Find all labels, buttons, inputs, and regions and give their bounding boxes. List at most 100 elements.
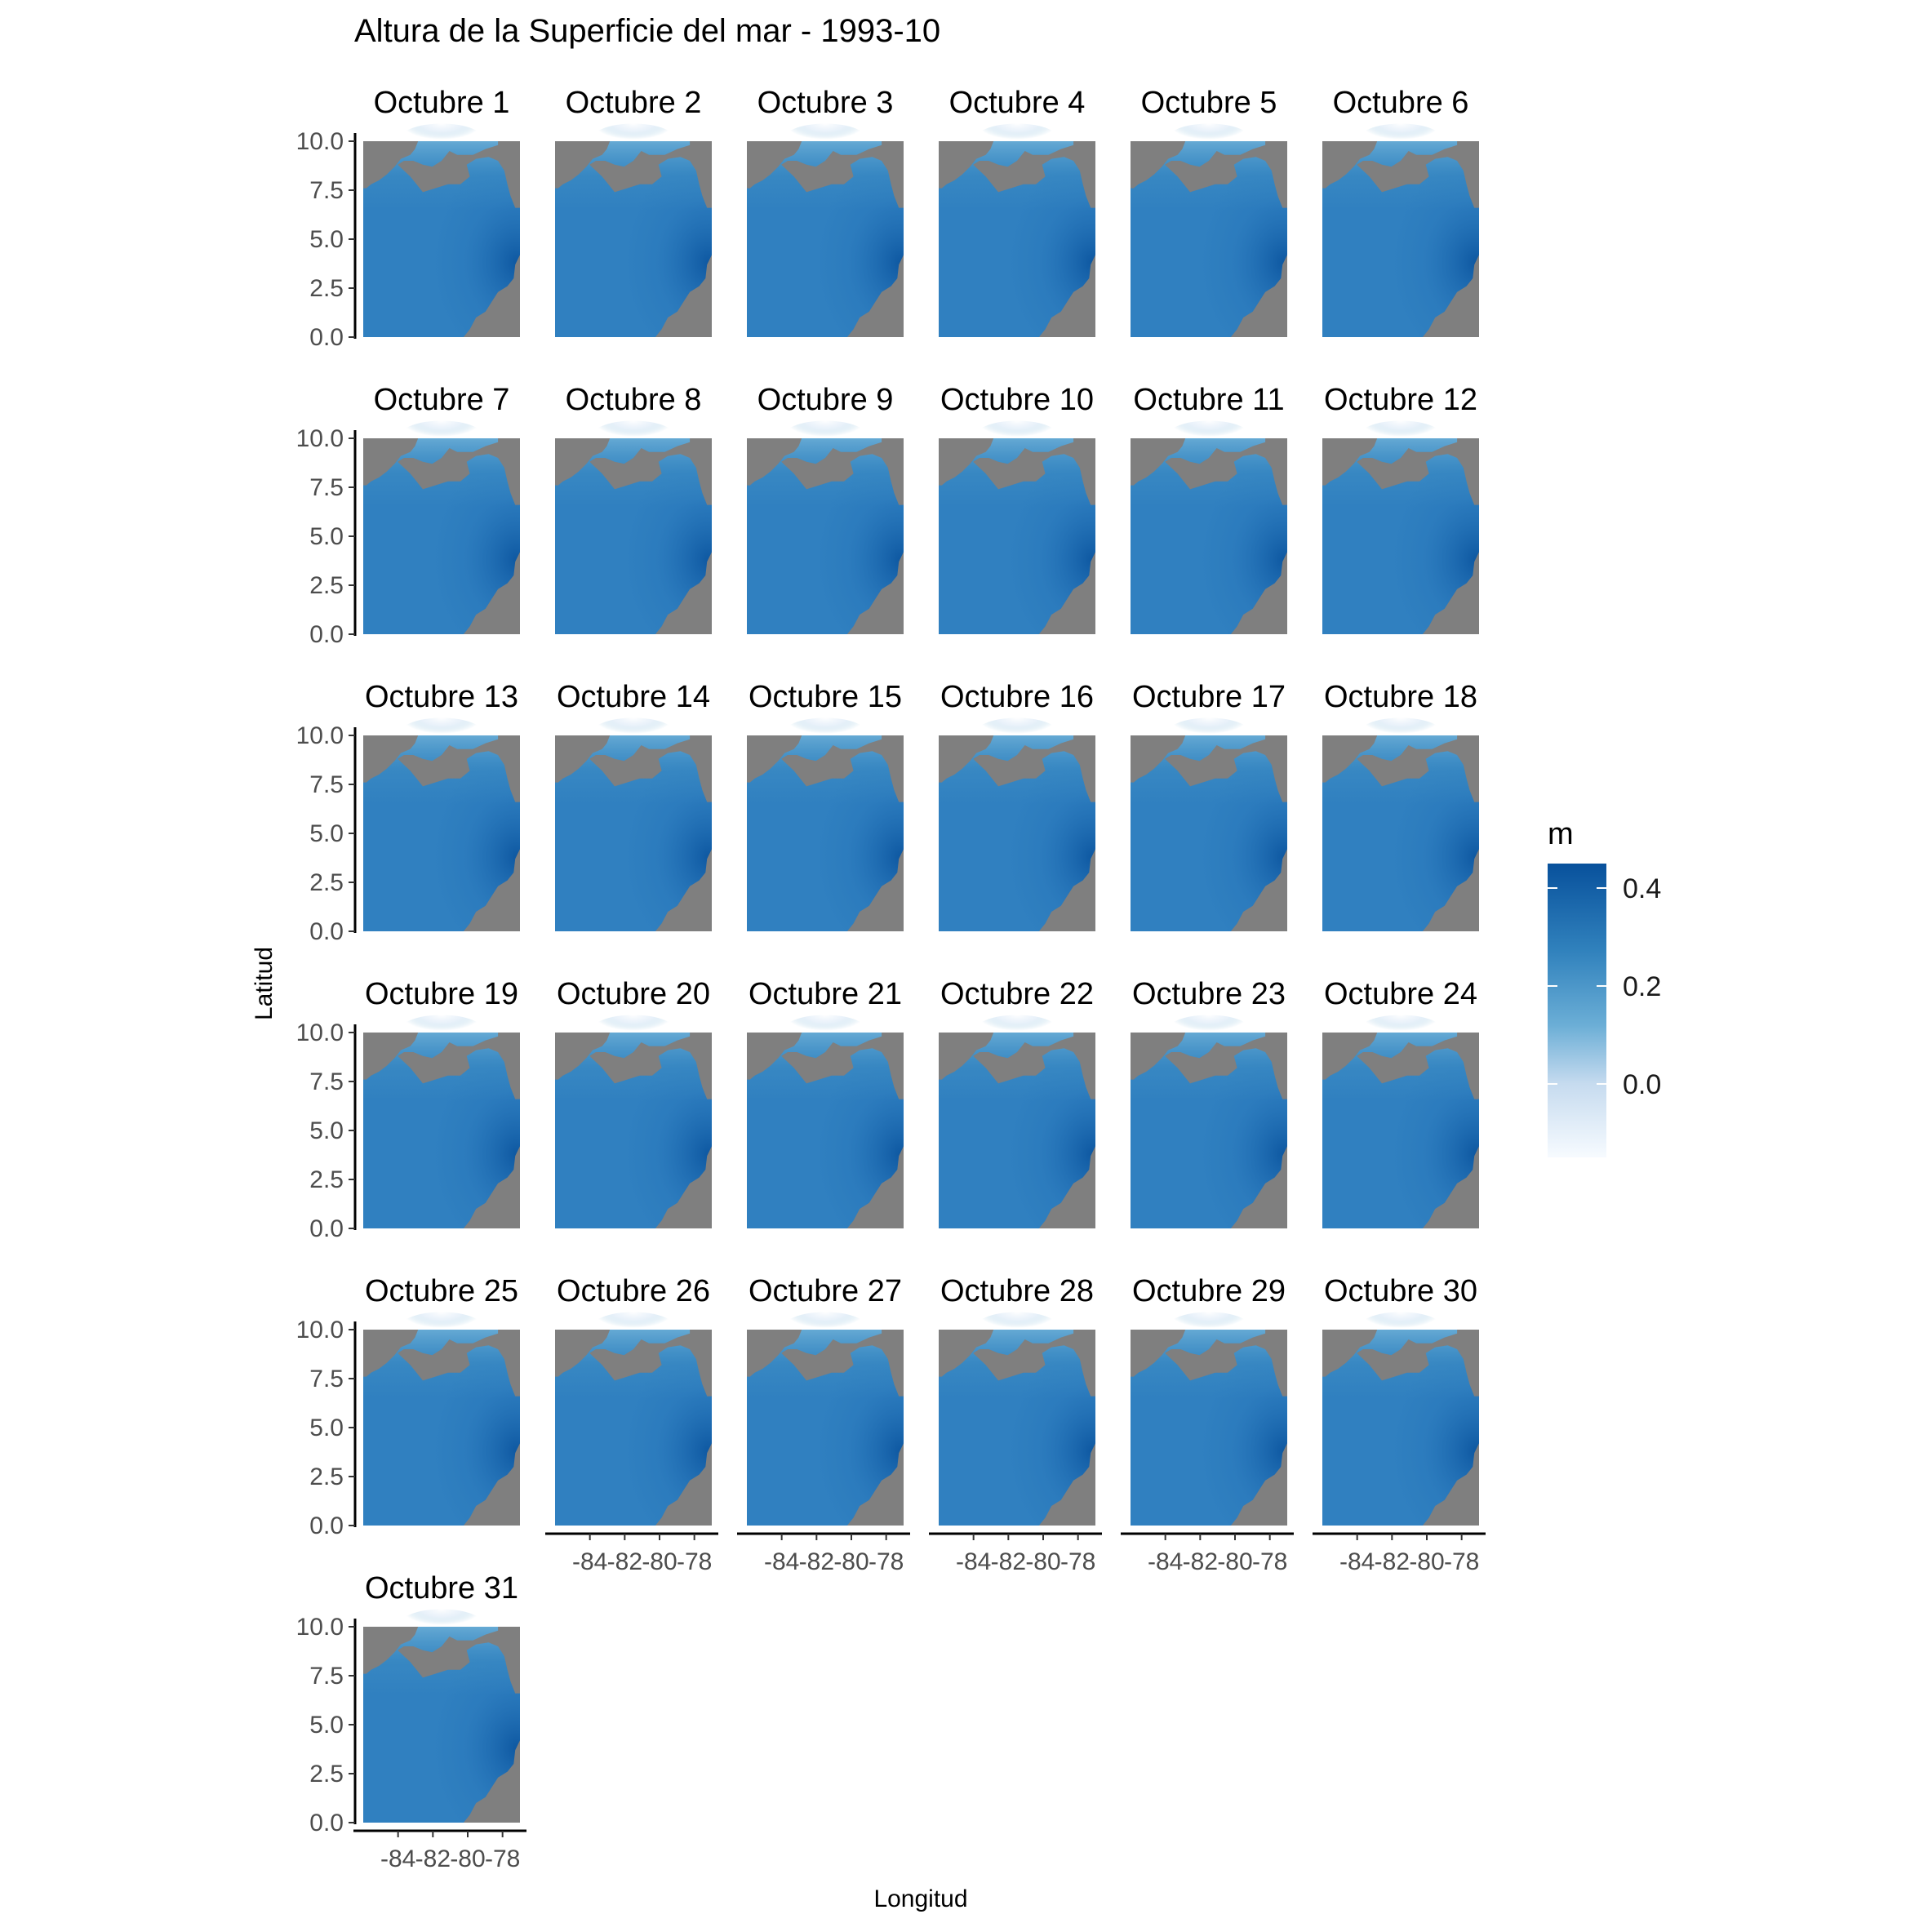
x-tick-label: -78 xyxy=(485,1845,520,1872)
land-ecuador-colombia xyxy=(1038,849,1095,931)
facet-strip-label: Octubre 18 xyxy=(1324,680,1477,714)
y-tick-label: 0.0 xyxy=(309,1512,344,1539)
land-ecuador-colombia xyxy=(1038,1146,1095,1228)
land-panama xyxy=(1165,1033,1287,1099)
land-panama xyxy=(398,735,520,802)
land-ecuador-colombia xyxy=(655,849,712,931)
land-central-america xyxy=(747,1330,802,1377)
land-central-america xyxy=(1322,1033,1378,1080)
land-panama xyxy=(398,1033,520,1099)
facet-strip-label: Octubre 22 xyxy=(940,977,1094,1011)
x-tick-label: -78 xyxy=(677,1548,712,1575)
land-central-america xyxy=(1131,141,1186,189)
facet-panel: Octubre 1 xyxy=(363,86,520,337)
sea-low-anomaly xyxy=(1165,717,1253,753)
land-panama xyxy=(973,1033,1095,1099)
x-tick-label: -84 xyxy=(1148,1548,1183,1575)
facet-strip-label: Octubre 21 xyxy=(749,977,902,1011)
land-panama xyxy=(1357,735,1479,802)
land-central-america xyxy=(1322,735,1378,783)
y-tick-label: 2.5 xyxy=(309,275,344,302)
facet-panel: Octubre 24 xyxy=(1322,977,1479,1228)
colorbar-tick-label: 0.2 xyxy=(1623,971,1661,1002)
sea-low-anomaly xyxy=(398,1312,486,1348)
x-axis: -84 -82 -80 -78 xyxy=(1313,1532,1486,1575)
sea-low-anomaly xyxy=(1165,1015,1253,1050)
facet-strip-label: Octubre 10 xyxy=(940,383,1094,417)
land-panama xyxy=(1357,141,1479,208)
y-axis: 0.0 2.5 5.0 7.5 10.0 xyxy=(296,1019,357,1242)
y-tick-label: 10.0 xyxy=(296,128,344,155)
facet-panel: Octubre 22 xyxy=(939,977,1095,1228)
facet-panel: Octubre 7 xyxy=(363,383,520,634)
land-ecuador-colombia xyxy=(846,1443,904,1526)
land-panama xyxy=(589,735,712,802)
x-tick-label: -84 xyxy=(1339,1548,1375,1575)
facet-panel: Octubre 6 xyxy=(1322,86,1479,337)
y-axis: 0.0 2.5 5.0 7.5 10.0 xyxy=(296,722,357,945)
land-panama xyxy=(973,1330,1095,1397)
y-tick-label: 10.0 xyxy=(296,1317,344,1344)
facet-strip-label: Octubre 9 xyxy=(757,383,894,417)
facet-panel: Octubre 30 xyxy=(1322,1274,1479,1526)
sea-low-anomaly xyxy=(973,420,1061,456)
facet-strip-label: Octubre 27 xyxy=(749,1274,902,1308)
y-tick-label: 2.5 xyxy=(309,1761,344,1788)
land-panama xyxy=(781,1033,904,1099)
facet-panel: Octubre 11 xyxy=(1131,383,1287,634)
land-ecuador-colombia xyxy=(1038,255,1095,337)
facet-strip-label: Octubre 2 xyxy=(566,86,702,120)
y-tick-label: 0.0 xyxy=(309,918,344,945)
facet-panel: Octubre 9 xyxy=(747,383,904,634)
land-ecuador-colombia xyxy=(1422,1146,1479,1228)
sea-low-anomaly xyxy=(1357,1312,1445,1348)
land-panama xyxy=(781,141,904,208)
land-panama xyxy=(398,1627,520,1694)
facet-strip-label: Octubre 19 xyxy=(365,977,518,1011)
facet-strip-label: Octubre 15 xyxy=(749,680,902,714)
land-central-america xyxy=(1322,1330,1378,1377)
x-tick-label: -80 xyxy=(833,1548,868,1575)
y-tick-label: 7.5 xyxy=(309,177,344,204)
y-tick-label: 7.5 xyxy=(309,1663,344,1690)
colorbar-tick-label: 0.4 xyxy=(1623,873,1661,904)
land-central-america xyxy=(939,438,994,486)
sea-low-anomaly xyxy=(781,123,869,159)
facet-strip-label: Octubre 5 xyxy=(1141,86,1277,120)
x-tick-label: -80 xyxy=(642,1548,677,1575)
land-central-america xyxy=(555,1033,611,1080)
y-tick-label: 7.5 xyxy=(309,771,344,798)
x-axis: -84 -82 -80 -78 xyxy=(353,1829,526,1872)
colorbar xyxy=(1548,864,1606,1157)
land-central-america xyxy=(363,1627,419,1674)
x-axis-title: Longitud xyxy=(873,1885,967,1912)
y-tick-label: 2.5 xyxy=(309,572,344,599)
sea-low-anomaly xyxy=(1357,1015,1445,1050)
land-central-america xyxy=(555,735,611,783)
facet-panel: Octubre 8 xyxy=(555,383,712,634)
land-central-america xyxy=(363,438,419,486)
land-ecuador-colombia xyxy=(1422,1443,1479,1526)
sea-low-anomaly xyxy=(589,420,677,456)
y-tick-label: 5.0 xyxy=(309,1712,344,1739)
land-central-america xyxy=(939,141,994,189)
y-axis: 0.0 2.5 5.0 7.5 10.0 xyxy=(296,128,357,351)
facet-strip-label: Octubre 11 xyxy=(1133,383,1284,417)
x-tick-label: -84 xyxy=(572,1548,607,1575)
y-tick-label: 10.0 xyxy=(296,425,344,452)
sea-low-anomaly xyxy=(1165,420,1253,456)
facet-strip-label: Octubre 17 xyxy=(1132,680,1286,714)
land-panama xyxy=(781,1330,904,1397)
y-tick-label: 5.0 xyxy=(309,523,344,550)
y-axis-title: Latitud xyxy=(251,947,278,1020)
x-tick-label: -78 xyxy=(1252,1548,1287,1575)
land-panama xyxy=(589,141,712,208)
land-panama xyxy=(1165,438,1287,505)
land-panama xyxy=(1165,141,1287,208)
facet-strip-label: Octubre 7 xyxy=(374,383,510,417)
land-ecuador-colombia xyxy=(463,1443,520,1526)
facet-panel: Octubre 28 xyxy=(939,1274,1095,1526)
land-panama xyxy=(973,141,1095,208)
facet-panel: Octubre 21 xyxy=(747,977,904,1228)
